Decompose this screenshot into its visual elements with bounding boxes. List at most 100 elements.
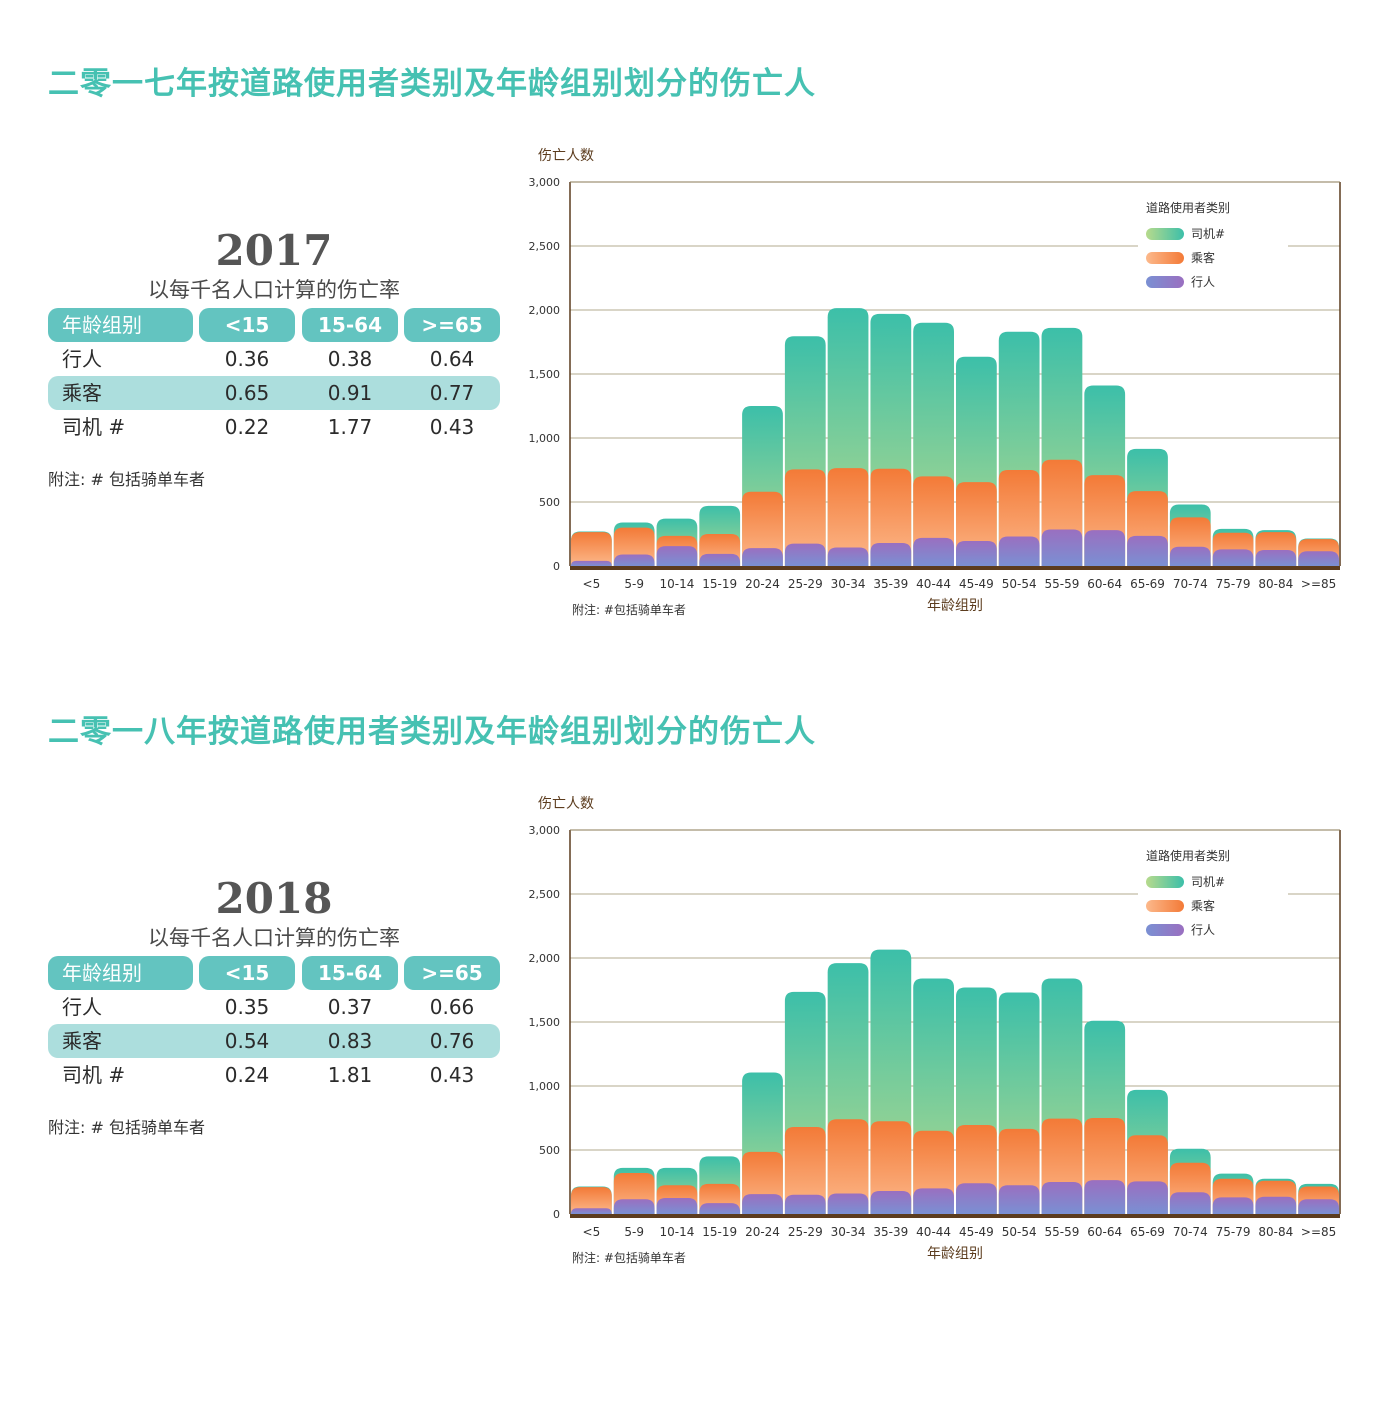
x-tick-label: >=85	[1301, 577, 1336, 591]
chart-note: 附注: #包括骑单车者	[572, 1250, 686, 1265]
bar-passenger	[784, 469, 826, 566]
row-label: 司机 #	[62, 415, 126, 439]
bar-pedestrian	[699, 1203, 741, 1214]
chart-note: 附注: #包括骑单车者	[572, 602, 686, 617]
row-label: 司机 #	[62, 1063, 126, 1087]
bar-pedestrian	[913, 1188, 954, 1214]
x-tick-label: 20-24	[745, 1225, 780, 1239]
y-axis-label: 伤亡人数	[538, 148, 594, 164]
y-tick-label: 1,500	[529, 368, 561, 381]
rate-note: 附注: # 包括骑单车者	[48, 470, 205, 489]
legend-swatch-driver	[1146, 228, 1184, 240]
bar-pedestrian	[742, 548, 783, 566]
header-cell: <15	[199, 956, 295, 990]
table-row: 乘客 0.54 0.83 0.76	[48, 1024, 500, 1058]
rate-value: 0.64	[429, 347, 475, 371]
rate-value: 0.43	[429, 415, 475, 439]
bar-pedestrian	[571, 1208, 612, 1214]
x-tick-label: 70-74	[1173, 577, 1208, 591]
bar-pedestrian	[1084, 1180, 1126, 1214]
y-tick-label: 0	[553, 560, 560, 573]
bar-pedestrian	[956, 541, 997, 566]
x-tick-label: 10-14	[660, 1225, 695, 1239]
rate-value: 0.36	[224, 347, 270, 371]
x-tick-label: 70-74	[1173, 1225, 1208, 1239]
bar-pedestrian	[1298, 551, 1339, 566]
x-tick-label: 50-54	[1002, 577, 1037, 591]
y-tick-label: 0	[553, 1208, 560, 1221]
bar-pedestrian	[913, 537, 954, 566]
x-tick-label: 80-84	[1258, 577, 1293, 591]
y-tick-label: 2,000	[529, 952, 561, 965]
x-tick-label: 5-9	[624, 577, 644, 591]
rate-value: 1.81	[327, 1063, 373, 1087]
bar-pedestrian	[1127, 1181, 1168, 1214]
header-cell: <15	[199, 308, 295, 342]
rate-value: 0.24	[224, 1063, 270, 1087]
section-2017: 二零一七年按道路使用者类别及年龄组别划分的伤亡人 2017 以每千名人口计算的伤…	[0, 0, 1377, 650]
rate-value: 0.83	[327, 1029, 373, 1053]
y-tick-label: 2,500	[529, 888, 561, 901]
bar-passenger	[571, 1187, 612, 1214]
y-tick-label: 2,500	[529, 240, 561, 253]
legend-label-pedestrian: 行人	[1191, 275, 1215, 289]
rate-table: 年龄组别 <15 15-64 >=65 行人 0.36 0.38 0.64 乘客…	[48, 308, 500, 444]
x-tick-label: 30-34	[831, 1225, 866, 1239]
bar-pedestrian	[870, 542, 912, 566]
x-tick-label: 35-39	[873, 1225, 908, 1239]
row-label: 行人	[62, 347, 102, 371]
table-row: 司机 # 0.24 1.81 0.43	[48, 1058, 500, 1092]
bar-passenger	[870, 1121, 912, 1214]
x-tick-label: 15-19	[702, 577, 737, 591]
x-tick-label: 40-44	[916, 1225, 951, 1239]
header-cell: 年龄组别	[48, 956, 193, 990]
y-tick-label: 3,000	[529, 824, 561, 837]
section-title: 二零一七年按道路使用者类别及年龄组别划分的伤亡人	[48, 66, 816, 102]
row-label: 乘客	[62, 1029, 102, 1053]
bar-pedestrian	[784, 1194, 826, 1214]
bar-pedestrian	[1127, 535, 1168, 566]
y-tick-label: 1,000	[529, 1080, 561, 1093]
legend-title: 道路使用者类别	[1146, 848, 1230, 863]
header-cell: 15-64	[302, 956, 398, 990]
row-label: 行人	[62, 995, 102, 1019]
x-tick-label: 55-59	[1045, 1225, 1080, 1239]
x-axis	[570, 566, 1340, 570]
bar-pedestrian	[1255, 550, 1297, 566]
rate-value: 0.76	[429, 1029, 475, 1053]
bar-passenger	[827, 1119, 869, 1214]
rate-note: 附注: # 包括骑单车者	[48, 1118, 205, 1137]
bar-pedestrian	[870, 1190, 912, 1214]
x-tick-label: 60-64	[1087, 577, 1122, 591]
x-tick-label: 25-29	[788, 577, 823, 591]
x-tick-label: 65-69	[1130, 1225, 1165, 1239]
y-tick-label: 1,500	[529, 1016, 561, 1029]
rate-value: 0.22	[224, 415, 270, 439]
rate-value: 0.66	[429, 995, 475, 1019]
row-label: 乘客	[62, 381, 102, 405]
rate-value: 0.35	[224, 995, 270, 1019]
section-title: 二零一八年按道路使用者类别及年龄组别划分的伤亡人	[48, 714, 816, 750]
y-tick-label: 1,000	[529, 432, 561, 445]
rate-value: 0.91	[327, 381, 373, 405]
table-row: 行人 0.35 0.37 0.66	[48, 990, 500, 1024]
rate-value: 0.37	[327, 995, 373, 1019]
y-tick-label: 3,000	[529, 176, 561, 189]
x-tick-label: 50-54	[1002, 1225, 1037, 1239]
bar-pedestrian	[613, 554, 655, 566]
x-tick-label: 25-29	[788, 1225, 823, 1239]
bar-pedestrian	[827, 547, 869, 566]
bar-passenger	[571, 532, 612, 566]
bar-pedestrian	[1041, 529, 1083, 566]
bar-passenger	[827, 468, 869, 566]
x-axis-label: 年龄组别	[927, 1246, 983, 1262]
rate-value: 0.43	[429, 1063, 475, 1087]
x-tick-label: 35-39	[873, 577, 908, 591]
bar-pedestrian	[1041, 1182, 1083, 1214]
bar-pedestrian	[1255, 1196, 1297, 1214]
x-tick-label: >=85	[1301, 1225, 1336, 1239]
x-tick-label: 40-44	[916, 577, 951, 591]
x-tick-label: 55-59	[1045, 577, 1080, 591]
bar-passenger	[742, 491, 783, 566]
year-heading: 2017	[215, 226, 333, 275]
